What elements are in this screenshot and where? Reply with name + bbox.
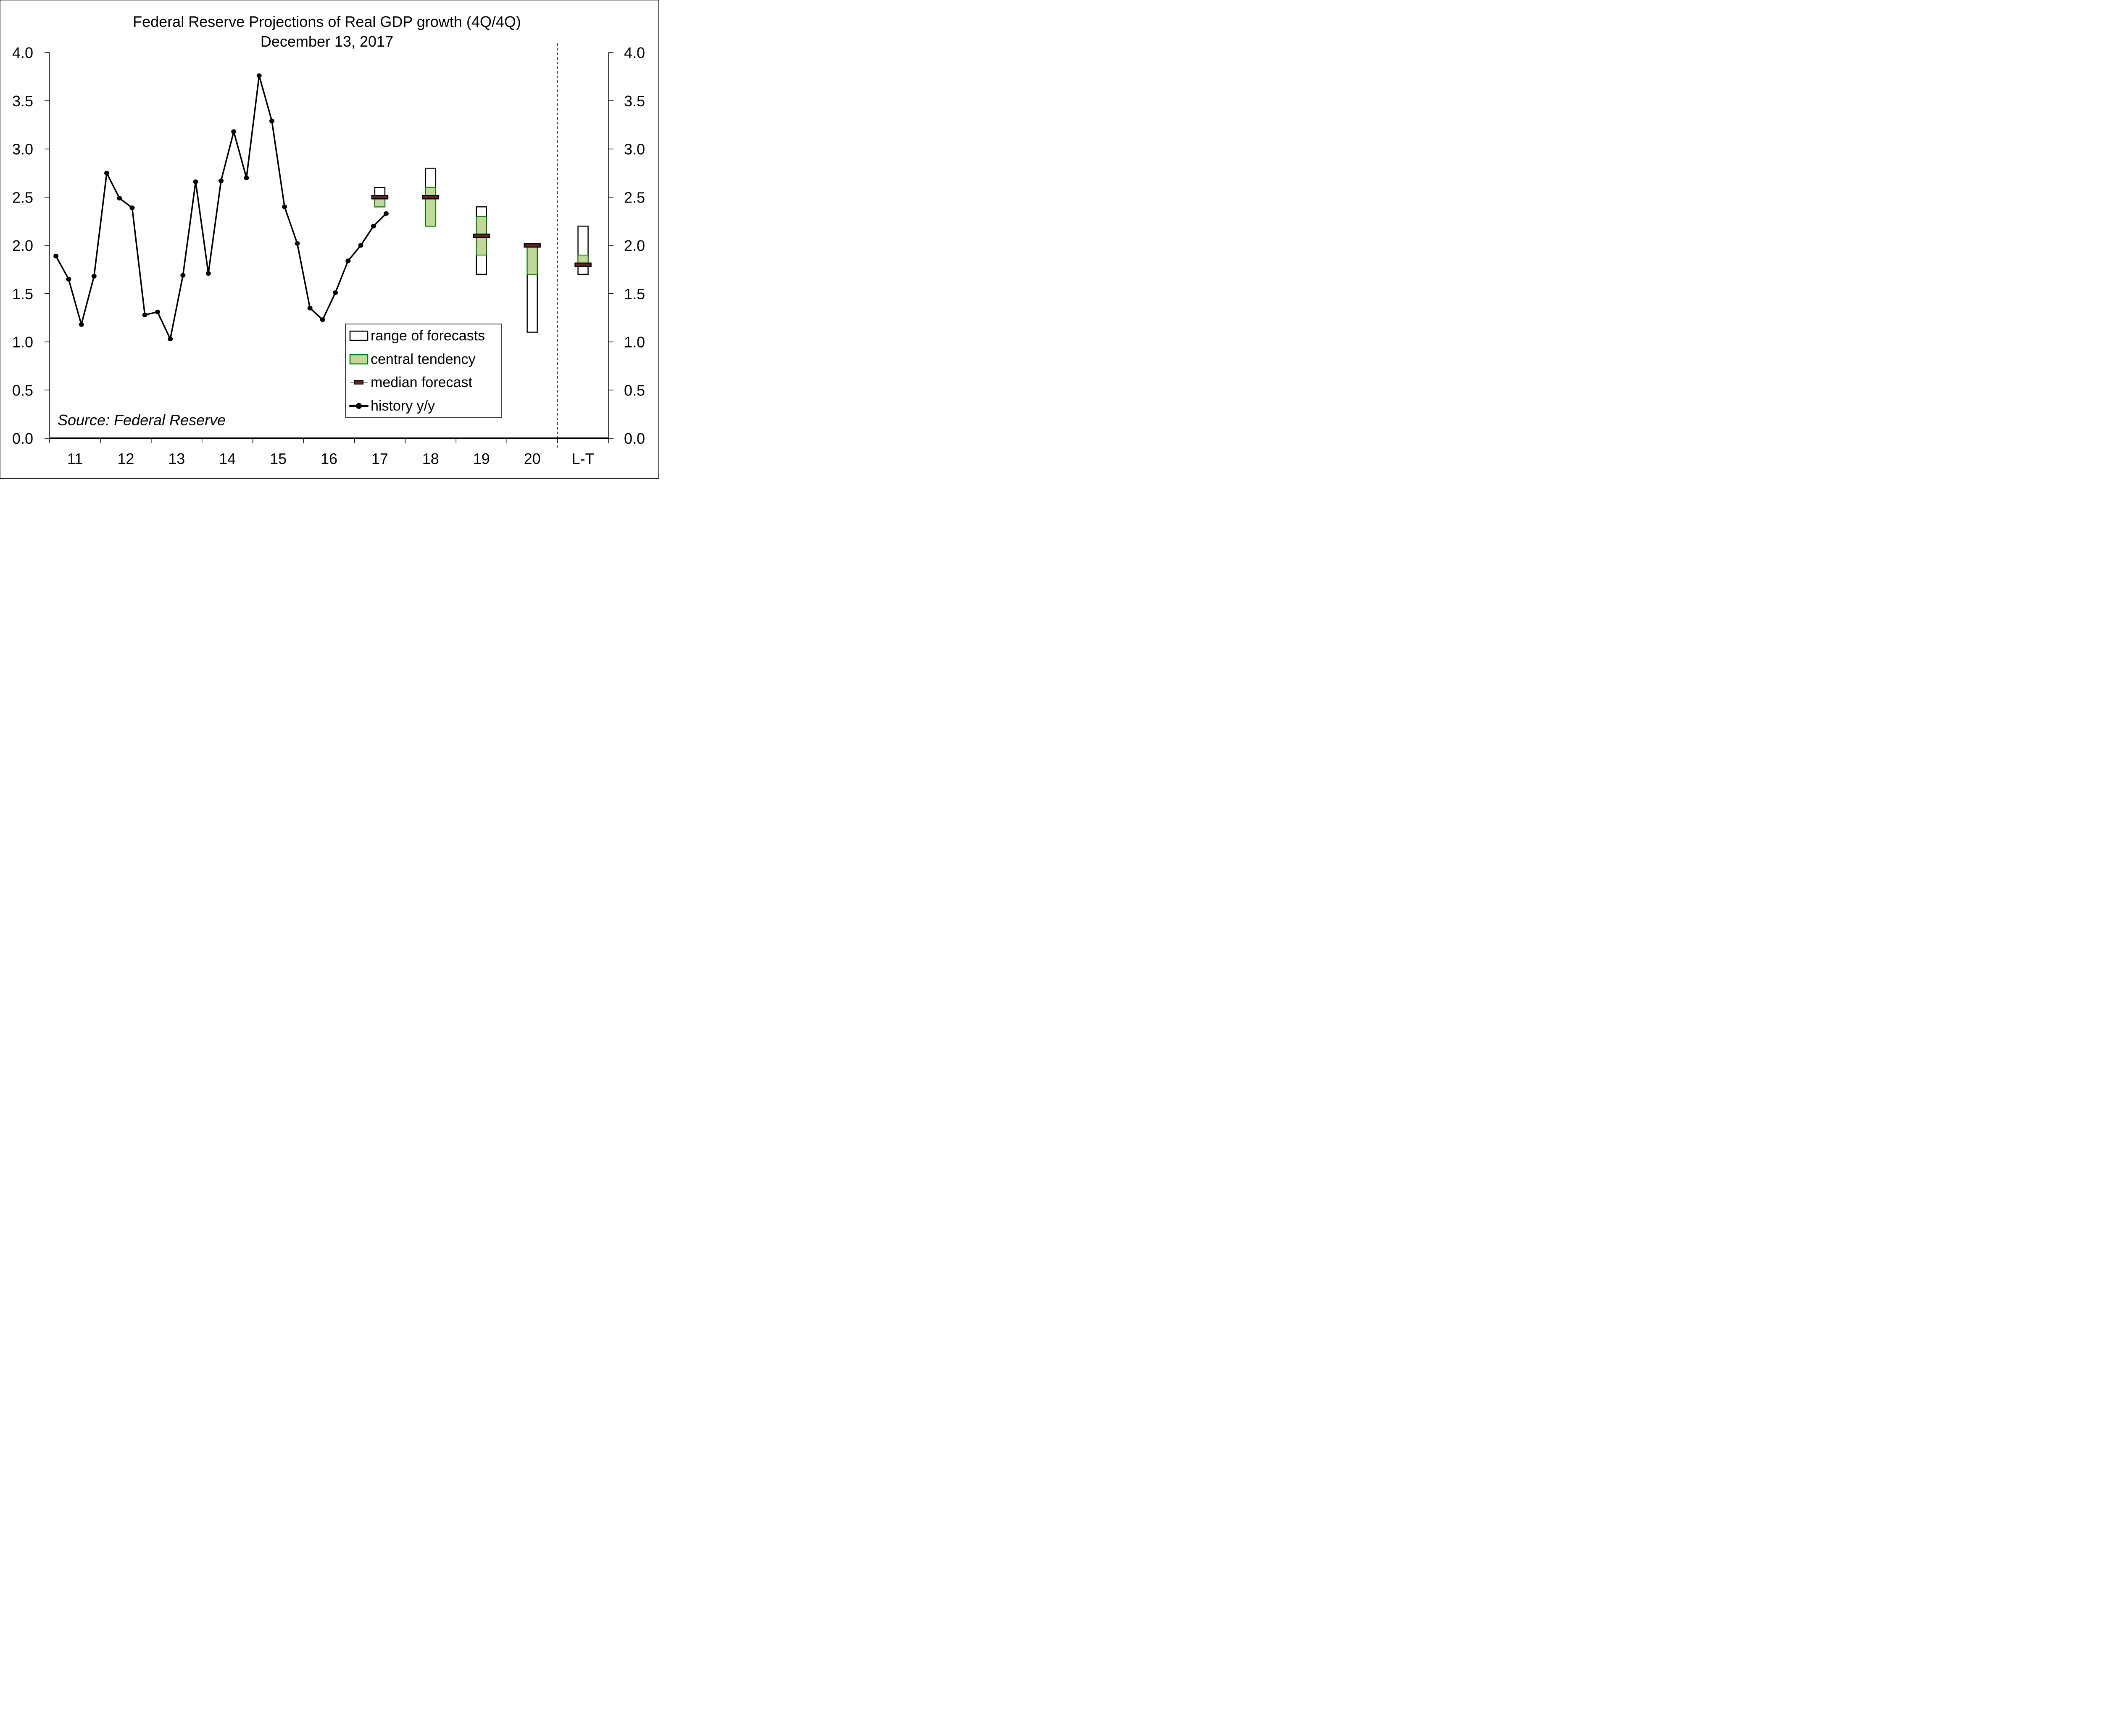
median-marker [524, 243, 541, 248]
y-tick-label-left: 0.5 [12, 382, 33, 399]
y-tick-label-right: 1.5 [624, 285, 645, 303]
history-point [91, 274, 97, 279]
source-annotation: Source: Federal Reserve [58, 411, 226, 429]
history-point [333, 290, 338, 295]
projection-19 [473, 206, 490, 275]
x-tick-label: 13 [168, 450, 185, 467]
chart-frame: Federal Reserve Projections of Real GDP … [0, 0, 659, 479]
history-point [66, 277, 71, 282]
history-point [180, 273, 186, 278]
history-point [193, 179, 198, 184]
y-tick-label-left: 0.0 [12, 430, 33, 447]
legend-history-label: history y/y [371, 398, 435, 414]
projection-17 [371, 187, 389, 208]
history-point [129, 205, 135, 210]
x-tick-label: 14 [219, 450, 236, 467]
y-tick-label-right: 2.0 [624, 237, 645, 254]
history-point [269, 119, 274, 124]
x-tick-label: 18 [422, 450, 439, 467]
gdp-projection-chart: Federal Reserve Projections of Real GDP … [12, 13, 645, 467]
legend-central-swatch [349, 354, 369, 365]
y-axis-left-labels: 0.0 0.5 1.0 1.5 2.0 2.5 3.0 3.5 4.0 [12, 44, 33, 447]
history-point [205, 271, 211, 276]
median-marker [371, 195, 389, 200]
history-point [244, 175, 249, 180]
y-tick-label-left: 3.5 [12, 92, 33, 110]
x-tick-label: 20 [524, 450, 541, 467]
projection-20 [524, 243, 541, 333]
legend-range-label: range of forecasts [371, 328, 485, 344]
history-point [371, 224, 376, 229]
y-tick-label-right: 0.0 [624, 430, 645, 447]
y-tick-label-left: 1.0 [12, 334, 33, 351]
history-line [55, 75, 387, 340]
x-axis-labels: 11 12 13 14 15 16 17 18 19 20 L-T [67, 450, 595, 467]
y-tick-label-right: 3.5 [624, 92, 645, 110]
x-tick-label: 15 [270, 450, 287, 467]
legend-median-label: median forecast [371, 374, 472, 390]
history-point [345, 258, 351, 263]
x-tick-label: 12 [117, 450, 134, 467]
history-point [53, 253, 59, 258]
y-tick-label-left: 2.5 [12, 189, 33, 206]
median-marker [473, 233, 490, 238]
projection-boxes [371, 168, 592, 333]
history-point [219, 178, 224, 183]
axes [45, 43, 613, 448]
y-tick-label-left: 4.0 [12, 44, 33, 61]
history-point [168, 337, 173, 342]
x-tick-label: 11 [67, 450, 83, 467]
projection-18 [422, 168, 440, 227]
chart-subtitle: December 13, 2017 [261, 33, 393, 50]
y-axis-right-labels: 0.0 0.5 1.0 1.5 2.0 2.5 3.0 3.5 4.0 [624, 44, 645, 447]
central-tendency-box [425, 187, 436, 227]
history-point [117, 196, 122, 201]
x-tick-label: 19 [473, 450, 490, 467]
y-tick-label-right: 1.0 [624, 334, 645, 351]
median-marker [574, 262, 592, 267]
history-point [231, 129, 237, 134]
projection-L-T [574, 225, 592, 275]
legend-box [345, 324, 502, 418]
legend-history-marker [356, 403, 362, 409]
x-tick-label: 16 [321, 450, 337, 467]
y-tick-label-left: 3.0 [12, 141, 33, 158]
history-point [155, 309, 160, 314]
history-series [53, 73, 389, 342]
y-tick-label-left: 2.0 [12, 237, 33, 254]
y-tick-label-right: 3.0 [624, 141, 645, 158]
legend: range of forecasts central tendency medi… [345, 324, 502, 418]
history-point [256, 73, 262, 78]
legend-range-swatch [349, 330, 369, 341]
median-marker [422, 195, 440, 200]
y-tick-label-right: 4.0 [624, 44, 645, 61]
history-point [320, 317, 325, 322]
chart-title: Federal Reserve Projections of Real GDP … [133, 13, 521, 30]
history-point [104, 171, 110, 176]
history-point [142, 312, 147, 317]
x-tick-label: L-T [572, 450, 595, 467]
y-tick-label-right: 0.5 [624, 382, 645, 399]
history-point [282, 204, 287, 209]
y-tick-label-right: 2.5 [624, 189, 645, 206]
legend-median-swatch [354, 380, 363, 385]
legend-central-label: central tendency [371, 351, 476, 367]
range-box [577, 225, 589, 275]
central-tendency-box [527, 245, 538, 275]
history-point [307, 306, 313, 311]
history-point [358, 243, 363, 248]
y-tick-label-left: 1.5 [12, 285, 33, 303]
history-point [79, 322, 84, 327]
x-tick-label: 17 [371, 450, 388, 467]
history-point [384, 211, 389, 216]
history-point [295, 241, 300, 246]
